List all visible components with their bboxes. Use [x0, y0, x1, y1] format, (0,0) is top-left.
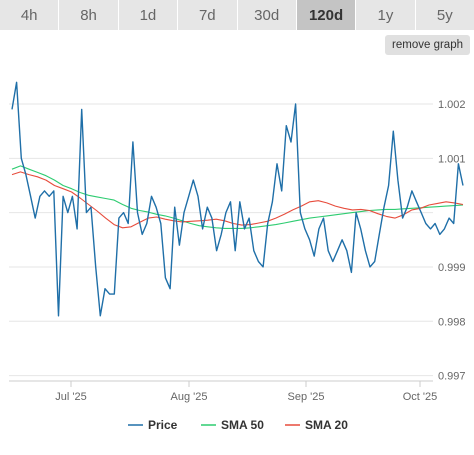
tab-30d[interactable]: 30d: [237, 0, 297, 30]
y-tick-label: 0.997: [438, 371, 466, 383]
timeframe-tabs: 4h 8h 1d 7d 30d 120d 1y 5y: [0, 0, 474, 30]
y-tick-label: 0.998: [438, 316, 466, 328]
y-tick-label: 1.002: [438, 99, 466, 111]
legend-label: SMA 50: [221, 418, 264, 432]
legend-label: Price: [148, 418, 178, 432]
y-tick-label: 1.001: [438, 153, 466, 165]
tab-7d[interactable]: 7d: [178, 0, 238, 30]
tab-4h[interactable]: 4h: [0, 0, 60, 30]
x-tick-label: Aug '25: [171, 391, 208, 403]
tab-8h[interactable]: 8h: [59, 0, 119, 30]
x-tick-label: Jul '25: [55, 391, 86, 403]
x-tick-label: Oct '25: [403, 391, 438, 403]
tab-1d[interactable]: 1d: [118, 0, 179, 30]
x-tick-label: Sep '25: [288, 391, 325, 403]
y-tick-label: 0.999: [438, 262, 466, 274]
remove-graph-button[interactable]: remove graph: [385, 35, 470, 55]
price-chart: 1.002 1.001 0.999 0.998 0.997 Jul '25 Aug '25 S…: [9, 81, 466, 432]
series-line-price: [11, 81, 464, 317]
legend-label: SMA 20: [305, 418, 348, 432]
tab-5y[interactable]: 5y: [415, 0, 474, 30]
tab-120d[interactable]: 120d: [296, 0, 357, 30]
tab-1y[interactable]: 1y: [356, 0, 416, 30]
